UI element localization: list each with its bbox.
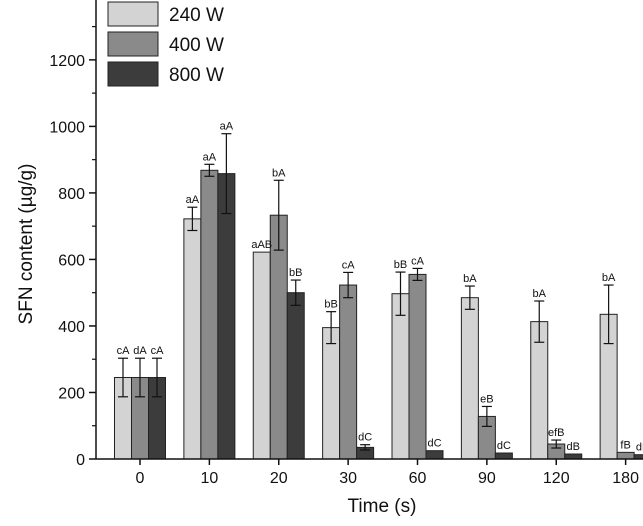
significance-label: dB — [636, 442, 643, 454]
significance-label: bA — [463, 273, 477, 285]
significance-label: aAB — [251, 239, 272, 251]
x-axis-title: Time (s) — [348, 496, 417, 517]
bar — [217, 173, 236, 460]
y-tick-label: 800 — [58, 186, 85, 203]
legend-label: 400 W — [169, 35, 224, 56]
bar — [322, 327, 341, 460]
bars — [114, 133, 643, 460]
y-tick-label: 200 — [58, 385, 85, 402]
significance-label: aA — [203, 151, 217, 163]
y-tick-label: 400 — [58, 319, 85, 336]
significance-label: aA — [186, 194, 200, 206]
significance-label: dC — [358, 432, 372, 444]
significance-label: dC — [497, 440, 511, 452]
bar — [616, 451, 635, 460]
y-axis-title: SFN content (µg/g) — [16, 164, 37, 325]
x-tick-label: 20 — [270, 470, 288, 487]
x-tick-label: 120 — [543, 470, 570, 487]
bar — [391, 293, 410, 460]
legend-swatch — [107, 1, 159, 27]
bar — [494, 452, 513, 460]
x-tick-label: 90 — [478, 470, 496, 487]
x-tick-label: 30 — [339, 470, 357, 487]
significance-label: cA — [151, 345, 165, 357]
bar — [200, 169, 219, 460]
significance-label: bA — [533, 288, 547, 300]
x-tick-label: 0 — [136, 470, 145, 487]
y-tick-label: 0 — [76, 452, 85, 469]
significance-label: dB — [567, 441, 580, 453]
bar — [425, 450, 444, 460]
significance-label: fB — [620, 439, 630, 451]
x-tick-label: 60 — [409, 470, 427, 487]
legend: 240 W 400 W 800 W — [107, 1, 224, 87]
significance-label: dC — [427, 438, 441, 450]
bar — [286, 292, 305, 460]
significance-label: bB — [324, 299, 337, 311]
bar — [408, 273, 427, 460]
axes: 0 200 400 600 800 1000 1200 0 10 20 30 60 90 120 180 — [49, 0, 643, 487]
significance-label: cA — [117, 345, 131, 357]
y-tick-label: 1200 — [49, 53, 85, 70]
significance-label: bB — [394, 259, 407, 271]
legend-label: 240 W — [169, 5, 224, 26]
significance-label: efB — [548, 427, 565, 439]
significance-label: bA — [602, 272, 616, 284]
x-tick-label: 10 — [200, 470, 218, 487]
legend-swatch — [107, 61, 159, 87]
significance-label: aA — [220, 121, 234, 133]
x-tick-label: 180 — [612, 470, 639, 487]
bar — [339, 284, 358, 460]
significance-label: cA — [342, 259, 356, 271]
significance-label: bA — [272, 167, 286, 179]
significance-label: eB — [480, 393, 493, 405]
significance-labels: cA aA aAB bB bB bA bA bA dA aA bA cA cA eB efB fB cA aA bB… — [117, 121, 643, 454]
bar — [269, 214, 288, 460]
y-tick-label: 1000 — [49, 119, 85, 136]
y-tick-label: 600 — [58, 252, 85, 269]
bar — [252, 251, 271, 460]
legend-swatch — [107, 31, 159, 57]
bar — [460, 297, 479, 460]
bar — [183, 218, 202, 460]
significance-label: dA — [133, 345, 147, 357]
significance-label: bB — [289, 267, 302, 279]
legend-label: 800 W — [169, 65, 224, 86]
significance-label: cA — [411, 255, 425, 267]
